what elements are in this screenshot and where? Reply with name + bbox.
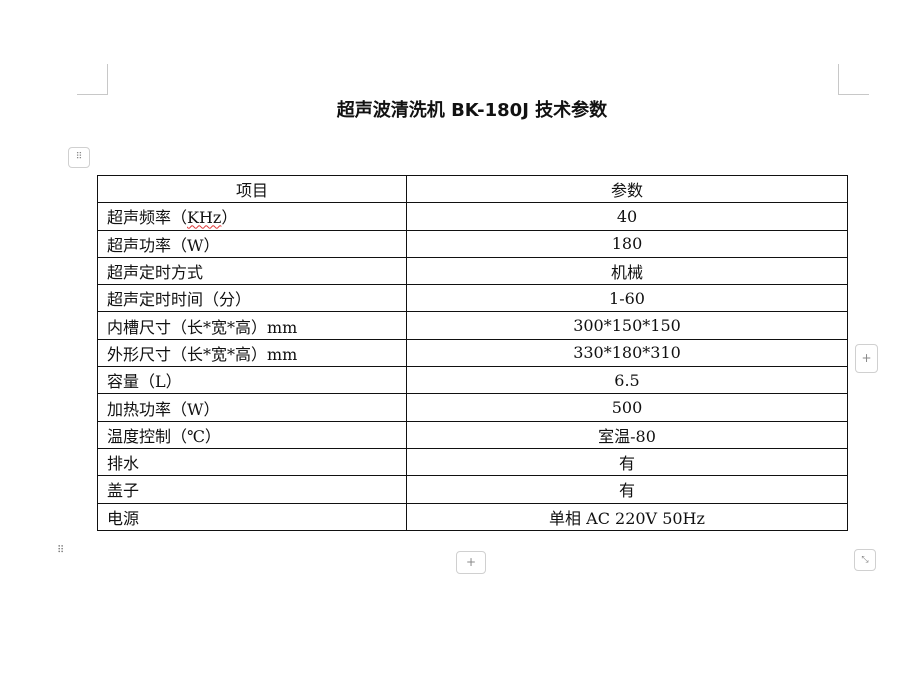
cell-value[interactable]: 300*150*150: [406, 311, 848, 340]
margin-corner-top-right: [838, 64, 869, 95]
cell-item[interactable]: 电源: [97, 502, 407, 531]
cell-value[interactable]: 1-60: [406, 284, 848, 313]
cell-item[interactable]: 内槽尺寸（长*宽*高）mm: [97, 311, 407, 340]
table-row: 超声频率（KHz） 40: [97, 202, 848, 231]
cell-item[interactable]: 温度控制（℃）: [97, 420, 407, 449]
add-row-button[interactable]: +: [456, 551, 486, 574]
cell-item[interactable]: 超声功率（W）: [97, 229, 407, 258]
header-item[interactable]: 项目: [97, 174, 407, 204]
table-row: 内槽尺寸（长*宽*高）mm 300*150*150: [97, 311, 848, 340]
row-drag-handle-icon[interactable]: ⠿: [57, 545, 65, 556]
cell-item[interactable]: 超声定时方式: [97, 256, 407, 286]
spellcheck-flagged-text: KHz: [187, 208, 222, 228]
cell-value[interactable]: 有: [406, 475, 848, 504]
table-row: 超声定时方式 机械: [97, 256, 848, 286]
cell-item[interactable]: 排水: [97, 447, 407, 477]
cell-value[interactable]: 500: [406, 393, 848, 422]
cell-value[interactable]: 40: [406, 202, 848, 231]
cell-item[interactable]: 容量（L）: [97, 366, 407, 395]
cell-item[interactable]: 加热功率（W）: [97, 393, 407, 422]
document-title: 超声波清洗机 BK-180J 技术参数: [336, 100, 608, 121]
cell-value[interactable]: 330*180*310: [406, 338, 848, 368]
table-row: 排水有: [97, 447, 848, 477]
add-column-button[interactable]: +: [855, 344, 878, 373]
header-value[interactable]: 参数: [406, 174, 848, 204]
cell-value[interactable]: 180: [406, 229, 848, 258]
table-row: 超声定时时间（分） 1-60: [97, 284, 848, 313]
table-resize-icon[interactable]: ⤡: [854, 549, 876, 571]
margin-corner-top-left: [77, 64, 108, 95]
spec-table: 项目 参数 超声频率（KHz） 40 超声功率（W） 180 超声定时方式 机械 超…: [97, 174, 848, 531]
cell-value[interactable]: 有: [406, 447, 848, 477]
cell-value[interactable]: 机械: [406, 256, 848, 286]
table-move-handle-icon[interactable]: ⠿: [68, 147, 90, 168]
table-row: 电源 单相 AC 220V 50Hz: [97, 502, 848, 531]
table-header-row: 项目 参数: [97, 174, 848, 204]
cell-item[interactable]: 超声频率（KHz）: [97, 202, 407, 231]
table-row: 超声功率（W） 180: [97, 229, 848, 258]
cell-item[interactable]: 超声定时时间（分）: [97, 284, 407, 313]
table-row: 外形尺寸（长*宽*高）mm 330*180*310: [97, 338, 848, 368]
table-row: 容量（L） 6.5: [97, 366, 848, 395]
cell-item[interactable]: 外形尺寸（长*宽*高）mm: [97, 338, 407, 368]
cell-value[interactable]: 6.5: [406, 366, 848, 395]
cell-value[interactable]: 室温-80: [406, 420, 848, 449]
cell-text: 超声频率（: [107, 208, 188, 228]
table-row: 盖子有: [97, 475, 848, 504]
table-row: 加热功率（W） 500: [97, 393, 848, 422]
cell-value[interactable]: 单相 AC 220V 50Hz: [406, 502, 848, 531]
table-row: 温度控制（℃） 室温-80: [97, 420, 848, 449]
cell-text: ）: [221, 208, 238, 228]
cell-item[interactable]: 盖子: [97, 475, 407, 504]
